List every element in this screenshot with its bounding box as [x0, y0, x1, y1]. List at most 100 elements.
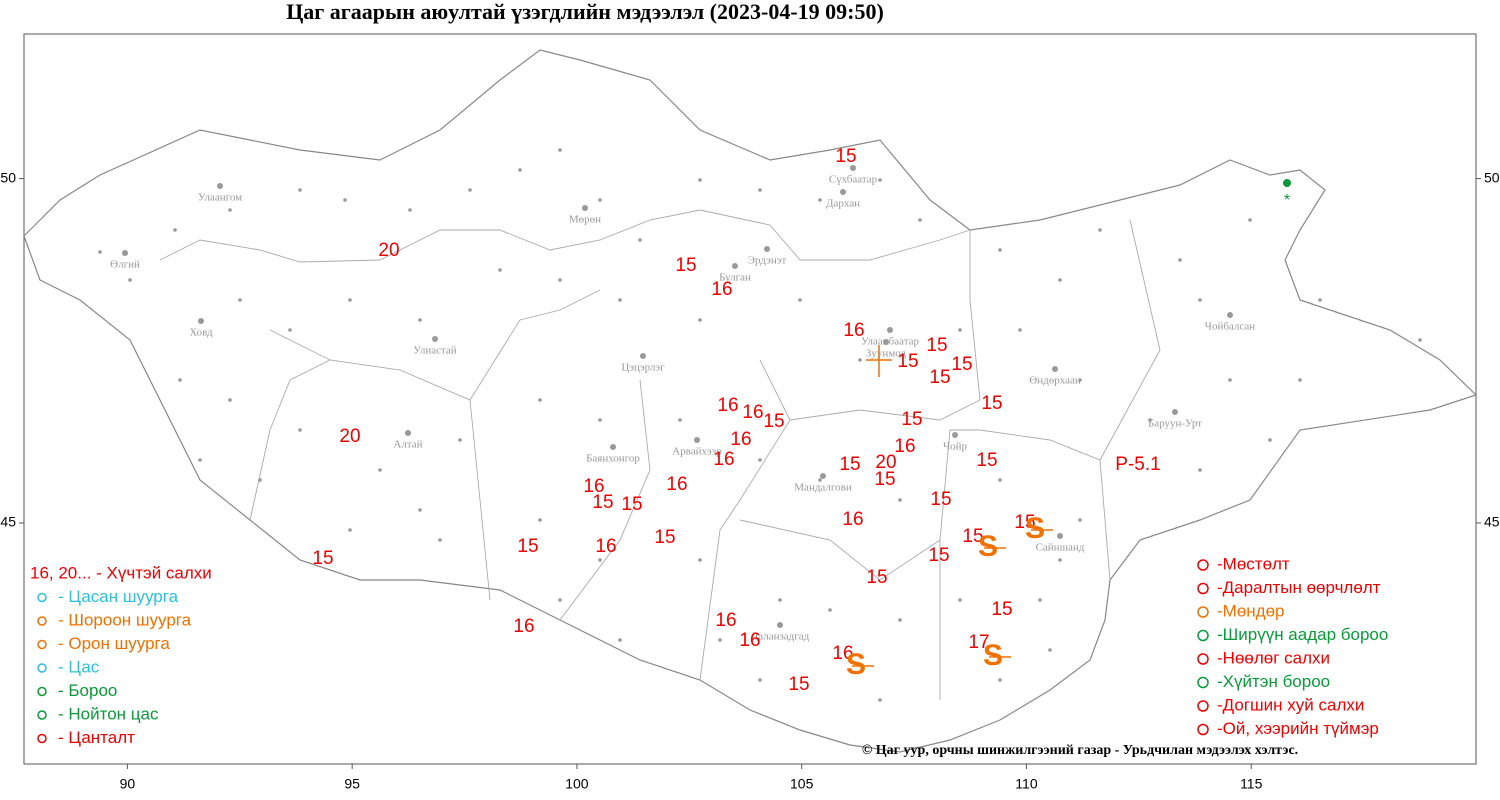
- station-dot: [98, 250, 102, 254]
- legend-icon: [37, 710, 47, 720]
- city-dot: [764, 246, 770, 252]
- wind-label: 16: [717, 395, 738, 416]
- station-dot: [598, 198, 602, 202]
- wind-label: 15: [1014, 512, 1035, 533]
- wind-label: 15: [592, 492, 613, 513]
- wind-label: 16: [666, 474, 687, 495]
- station-dot: [228, 208, 232, 212]
- station-dot: [998, 248, 1002, 252]
- station-dot: [678, 418, 682, 422]
- wind-label: 15: [991, 599, 1012, 620]
- city-dot: [1227, 312, 1233, 318]
- wind-label: 15: [951, 354, 972, 375]
- station-dot: [618, 298, 622, 302]
- city-dot: [640, 353, 646, 359]
- dust-storm-icon: S: [983, 639, 1003, 672]
- station-dot: [798, 298, 802, 302]
- station-dot: [1228, 378, 1232, 382]
- y-tick-label: 45: [0, 514, 16, 530]
- station-dot: [638, 238, 642, 242]
- legend-icon: [1197, 582, 1209, 595]
- city-label: Баруун-Урт: [1148, 418, 1202, 430]
- city-label: Улаангом: [198, 192, 242, 204]
- dust-storm-icon: S: [846, 648, 866, 681]
- legend-label: - Цас: [58, 657, 100, 676]
- station-dot: [378, 468, 382, 472]
- legend-label: -Хүйтэн бороо: [1217, 672, 1330, 691]
- station-dot: [468, 188, 472, 192]
- legend-label: -Нөөлөг салхи: [1217, 648, 1330, 667]
- wind-label: 20: [378, 240, 399, 261]
- city-label: Чойбалсан: [1205, 321, 1255, 333]
- city-dot: [198, 318, 204, 324]
- city-dot: [122, 250, 128, 256]
- wind-label: 20: [339, 426, 360, 447]
- map-frame: [23, 33, 1477, 765]
- wind-label: 16: [739, 630, 760, 651]
- city-label: Эрдэнэт: [748, 255, 787, 267]
- legend-label: - Шороон шуурга: [58, 610, 192, 629]
- station-dot: [1248, 218, 1252, 222]
- city-dot: [952, 432, 958, 438]
- legend-icon: [37, 733, 47, 744]
- wind-label: 16: [843, 320, 864, 341]
- city-label: Булган: [719, 272, 751, 284]
- station-dot: [698, 318, 702, 322]
- station-dot: [1148, 418, 1152, 422]
- rain-icon: [1283, 179, 1291, 187]
- city-dot: [732, 263, 738, 269]
- city-label: Чойр: [943, 441, 968, 453]
- wind-label: 15: [675, 255, 696, 276]
- station-dot: [598, 418, 602, 422]
- legend-label: -Ширүүн аадар бороо: [1217, 625, 1388, 644]
- city-label: Сүхбаатар: [829, 174, 878, 186]
- legend-icon: [1197, 653, 1209, 665]
- station-dot: [1098, 228, 1102, 232]
- station-dot: [778, 598, 782, 602]
- station-dot: [343, 198, 347, 202]
- y-tick-label: 50: [0, 169, 16, 185]
- wind-label: 15: [897, 351, 918, 372]
- station-dot: [228, 398, 232, 402]
- city-dot: [883, 339, 889, 345]
- city-label: Өндөрхаан: [1029, 375, 1081, 387]
- station-dot: [558, 148, 562, 152]
- wind-label: 20: [875, 452, 896, 473]
- x-tick-label: 90: [120, 776, 136, 792]
- city-dot: [1057, 533, 1063, 539]
- station-dot: [538, 398, 542, 402]
- legend-icon: [1197, 700, 1209, 712]
- city-dot: [582, 205, 588, 211]
- legend-icon: [37, 616, 47, 626]
- station-dot: [1078, 518, 1082, 522]
- station-dot: [418, 318, 422, 322]
- city-label: Өлгий: [110, 259, 140, 271]
- wind-label: 15: [928, 545, 949, 566]
- station-dot: [818, 198, 822, 202]
- station-dot: [818, 478, 822, 482]
- wind-label: 15: [835, 146, 856, 167]
- city-label: Даланзадгад: [751, 631, 810, 643]
- wind-label: 16: [832, 643, 853, 664]
- credit: © Цаг уур, орчны шинжилгээний газар - Ур…: [862, 743, 1298, 758]
- dust-storm-icon: S: [1025, 512, 1045, 545]
- station-dot: [958, 598, 962, 602]
- province-borders: [159, 209, 1161, 700]
- legend-label: -Мөстөлт: [1217, 554, 1290, 573]
- wind-label: 15: [901, 409, 922, 430]
- legend-icon: [1197, 606, 1209, 618]
- x-tick-label: 115: [1240, 776, 1263, 792]
- legend-label: -Ой, хээрийн түймэр: [1217, 719, 1379, 738]
- station-dot: [1298, 378, 1302, 382]
- dust-storm-icon: S: [978, 530, 998, 563]
- station-dot: [128, 278, 132, 282]
- station-dot: [1198, 298, 1202, 302]
- legend-icon: [1197, 723, 1209, 736]
- wind-label: 15: [788, 674, 809, 695]
- station-dot: [1268, 438, 1272, 442]
- legend-icon: [1197, 629, 1209, 642]
- city-label: Мандалгови: [794, 482, 852, 494]
- wind-label: 15: [929, 367, 950, 388]
- x-tick-label: 95: [344, 776, 360, 792]
- station-dot: [258, 478, 262, 482]
